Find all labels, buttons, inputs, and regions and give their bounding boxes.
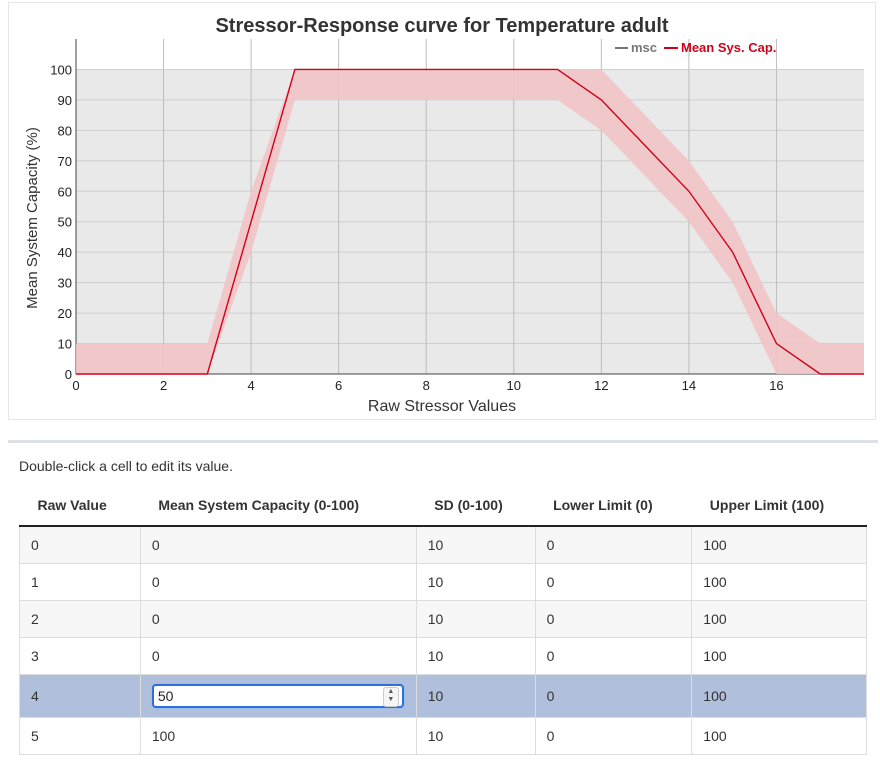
table-row[interactable]: 2 0 10 0 100 bbox=[19, 600, 867, 638]
x-tick-label: 14 bbox=[682, 378, 696, 393]
chart-title: Stressor-Response curve for Temperature … bbox=[215, 15, 668, 37]
cell-raw-value[interactable]: 2 bbox=[19, 600, 141, 638]
cell-raw-value[interactable]: 1 bbox=[19, 563, 141, 601]
cell-lower-limit[interactable]: 0 bbox=[534, 600, 693, 638]
cell-raw-value[interactable]: 4 bbox=[19, 674, 141, 718]
chart-panel: 0 10 20 30 40 50 60 70 80 90 100 0 2 4 6 8 10 12 14 16 Stres… bbox=[8, 2, 876, 420]
table-row[interactable]: 5 100 10 0 100 bbox=[19, 717, 867, 755]
table-header-row: Raw Value Mean System Capacity (0-100) S… bbox=[19, 485, 867, 527]
spinner-arrows-icon[interactable]: ▲ ▼ bbox=[382, 687, 399, 707]
col-raw-value[interactable]: Raw Value bbox=[19, 485, 141, 527]
cell-mean-system-capacity[interactable]: 0 bbox=[139, 637, 417, 675]
x-tick-label: 8 bbox=[423, 378, 430, 393]
y-axis-label: Mean System Capacity (%) bbox=[24, 127, 41, 309]
cell-lower-limit[interactable]: 0 bbox=[534, 637, 693, 675]
cell-raw-value[interactable]: 5 bbox=[19, 717, 141, 755]
stressor-table: Raw Value Mean System Capacity (0-100) S… bbox=[19, 485, 867, 755]
cell-upper-limit[interactable]: 100 bbox=[691, 637, 867, 675]
cell-lower-limit[interactable]: 0 bbox=[534, 674, 693, 718]
table-row[interactable]: 1 0 10 0 100 bbox=[19, 563, 867, 601]
x-tick-label: 0 bbox=[72, 378, 79, 393]
cell-lower-limit[interactable]: 0 bbox=[534, 525, 693, 564]
cell-mean-system-capacity[interactable]: 0 bbox=[139, 600, 417, 638]
cell-sd[interactable]: 10 bbox=[415, 563, 536, 601]
y-tick-label: 60 bbox=[58, 184, 72, 199]
cell-sd[interactable]: 10 bbox=[415, 525, 536, 564]
cell-raw-value[interactable]: 0 bbox=[19, 525, 141, 564]
x-tick-label: 4 bbox=[247, 378, 254, 393]
cell-sd[interactable]: 10 bbox=[415, 674, 536, 718]
cell-upper-limit[interactable]: 100 bbox=[691, 563, 867, 601]
col-sd[interactable]: SD (0-100) bbox=[416, 485, 536, 527]
stressor-response-chart: 0 10 20 30 40 50 60 70 80 90 100 0 2 4 6 8 10 12 14 16 Stres… bbox=[24, 15, 864, 415]
y-tick-label: 40 bbox=[58, 245, 72, 260]
cell-upper-limit[interactable]: 100 bbox=[691, 717, 867, 755]
x-tick-label: 10 bbox=[507, 378, 521, 393]
cell-mean-system-capacity[interactable]: 0 bbox=[139, 563, 417, 601]
table-row[interactable]: 0 0 10 0 100 bbox=[19, 525, 867, 564]
y-tick-label: 20 bbox=[58, 306, 72, 321]
legend-mean-label[interactable]: Mean Sys. Cap. bbox=[681, 40, 776, 55]
y-tick-label: 80 bbox=[58, 123, 72, 138]
y-tick-label: 10 bbox=[58, 337, 72, 352]
y-tick-label: 50 bbox=[58, 215, 72, 230]
y-tick-label: 90 bbox=[58, 93, 72, 108]
table-panel: Double-click a cell to edit its value. R… bbox=[8, 440, 878, 770]
y-tick-label: 30 bbox=[58, 276, 72, 291]
col-mean-system-capacity[interactable]: Mean System Capacity (0-100) bbox=[140, 485, 417, 527]
legend-msc-label[interactable]: msc bbox=[631, 40, 657, 55]
cell-upper-limit[interactable]: 100 bbox=[691, 600, 867, 638]
edit-hint: Double-click a cell to edit its value. bbox=[19, 458, 233, 474]
x-axis-label: Raw Stressor Values bbox=[368, 398, 516, 415]
y-tick-label: 0 bbox=[65, 367, 72, 382]
x-tick-label: 12 bbox=[594, 378, 608, 393]
table-row-selected[interactable]: 4 ▲▼ 10 0 100 bbox=[19, 674, 867, 718]
table-row[interactable]: 3 0 10 0 100 bbox=[19, 637, 867, 675]
x-tick-label: 6 bbox=[335, 378, 342, 393]
cell-upper-limit[interactable]: 100 bbox=[691, 525, 867, 564]
cell-sd[interactable]: 10 bbox=[415, 717, 536, 755]
cell-mean-system-capacity[interactable]: 100 bbox=[139, 717, 417, 755]
col-lower-limit[interactable]: Lower Limit (0) bbox=[535, 485, 692, 527]
cell-mean-system-capacity[interactable]: 0 bbox=[139, 525, 417, 564]
cell-upper-limit[interactable]: 100 bbox=[691, 674, 867, 718]
y-tick-label: 70 bbox=[58, 154, 72, 169]
mean-sys-cap-line bbox=[76, 68, 864, 375]
cell-mean-system-capacity-editing[interactable]: ▲▼ bbox=[139, 674, 417, 718]
x-tick-label: 16 bbox=[769, 378, 783, 393]
chart-legend[interactable]: msc Mean Sys. Cap. bbox=[615, 40, 776, 55]
cell-value-input[interactable] bbox=[153, 686, 368, 706]
cell-lower-limit[interactable]: 0 bbox=[534, 717, 693, 755]
col-upper-limit[interactable]: Upper Limit (100) bbox=[691, 485, 867, 527]
cell-number-editor[interactable]: ▲▼ bbox=[151, 684, 404, 708]
y-tick-label: 100 bbox=[50, 62, 72, 77]
cell-raw-value[interactable]: 3 bbox=[19, 637, 141, 675]
x-tick-label: 2 bbox=[160, 378, 167, 393]
cell-lower-limit[interactable]: 0 bbox=[534, 563, 693, 601]
cell-sd[interactable]: 10 bbox=[415, 637, 536, 675]
cell-sd[interactable]: 10 bbox=[415, 600, 536, 638]
